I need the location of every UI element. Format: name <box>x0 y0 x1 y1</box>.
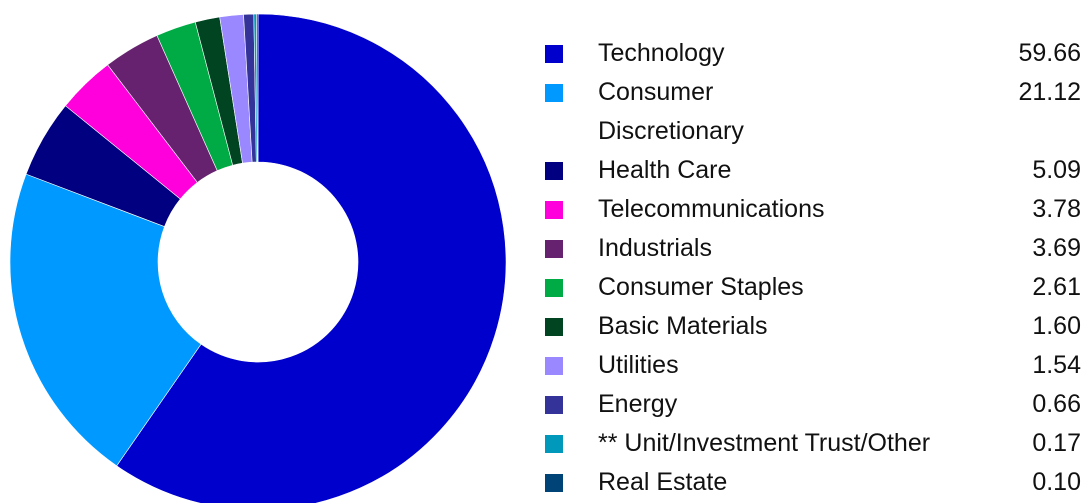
legend-label: Real Estate <box>598 468 728 496</box>
legend-value: 59.66 <box>1018 39 1081 67</box>
legend-label: Consumer Discretionary <box>598 78 744 145</box>
legend-value: 3.69 <box>1032 234 1081 262</box>
legend-swatch <box>545 201 563 219</box>
legend-swatch <box>545 45 563 63</box>
legend-swatch <box>545 357 563 375</box>
slice-real-estate <box>256 13 259 163</box>
legend-label: Industrials <box>598 234 712 262</box>
legend-item-unit-investment-trust-other: ** Unit/Investment Trust/Other 0.17 <box>545 424 1085 463</box>
legend: Technology 59.66 Consumer Discretionary 21.… <box>545 34 1085 502</box>
legend-item-basic-materials: Basic Materials 1.60 <box>545 307 1085 346</box>
legend-label: Energy <box>598 390 678 418</box>
legend-swatch <box>545 240 563 258</box>
legend-swatch <box>545 474 563 492</box>
legend-swatch <box>545 279 563 297</box>
legend-swatch <box>545 435 563 453</box>
legend-swatch <box>545 162 563 180</box>
legend-swatch <box>545 318 563 336</box>
legend-label: Telecommunications <box>598 195 825 223</box>
donut-chart <box>9 13 507 503</box>
legend-item-industrials: Industrials 3.69 <box>545 229 1085 268</box>
legend-item-energy: Energy 0.66 <box>545 385 1085 424</box>
legend-value: 1.54 <box>1032 351 1081 379</box>
slice-consumer-discretionary <box>9 173 202 467</box>
legend-item-utilities: Utilities 1.54 <box>545 346 1085 385</box>
legend-label: Technology <box>598 39 725 67</box>
legend-value: 0.66 <box>1032 390 1081 418</box>
legend-value: 1.60 <box>1032 312 1081 340</box>
legend-item-technology: Technology 59.66 <box>545 34 1085 73</box>
legend-item-consumer-staples: Consumer Staples 2.61 <box>545 268 1085 307</box>
legend-value: 21.12 <box>1018 78 1081 106</box>
legend-label: Health Care <box>598 156 732 184</box>
legend-swatch <box>545 84 563 102</box>
legend-item-consumer-discretionary: Consumer Discretionary 21.12 <box>545 73 1085 151</box>
legend-label: ** Unit/Investment Trust/Other <box>598 429 931 457</box>
legend-value: 3.78 <box>1032 195 1081 223</box>
legend-item-health-care: Health Care 5.09 <box>545 151 1085 190</box>
legend-item-real-estate: Real Estate 0.10 <box>545 463 1085 502</box>
legend-value: 2.61 <box>1032 273 1081 301</box>
legend-item-telecommunications: Telecommunications 3.78 <box>545 190 1085 229</box>
legend-value: 0.10 <box>1032 468 1081 496</box>
legend-swatch <box>545 396 563 414</box>
legend-value: 0.17 <box>1032 429 1081 457</box>
legend-value: 5.09 <box>1032 156 1081 184</box>
legend-label: Consumer Staples <box>598 273 804 301</box>
legend-label: Utilities <box>598 351 679 379</box>
slice-technology <box>116 13 507 503</box>
legend-label: Basic Materials <box>598 312 768 340</box>
